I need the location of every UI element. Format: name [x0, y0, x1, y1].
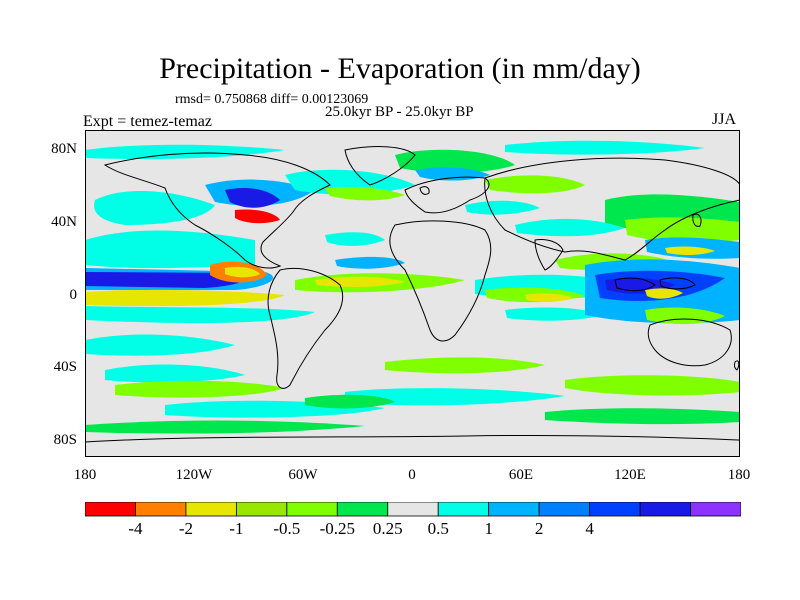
field-blob [645, 307, 725, 325]
field-blob [515, 218, 625, 237]
map-frame [85, 130, 740, 457]
field-blob [665, 246, 715, 256]
coast-antarctica [85, 434, 740, 443]
colorbar-swatch [589, 502, 641, 517]
coast-africa [389, 220, 492, 342]
field-blob [115, 380, 285, 398]
field-blob [85, 230, 255, 269]
colorbar-label: 1 [484, 519, 493, 538]
field-blob [505, 140, 705, 155]
coast-japan [692, 213, 702, 227]
colorbar-swatch [235, 502, 288, 517]
world-map [85, 130, 740, 457]
field-blob [305, 394, 395, 409]
field-blob [105, 364, 245, 383]
coastlines [85, 146, 740, 443]
colorbar-swatch [85, 502, 136, 517]
colorbar-swatch [690, 502, 741, 517]
lat-label: 40S [53, 359, 77, 375]
field-blob [385, 357, 545, 374]
colorbar-label: -4 [128, 519, 143, 538]
lon-label: 120E [614, 467, 646, 483]
stats-line: rmsd= 0.750868 diff= 0.00123069 [175, 92, 369, 107]
colorbar-label: -2 [178, 519, 193, 538]
colorbar-label: 0.5 [427, 519, 449, 538]
field-blob [395, 149, 515, 173]
field-blob [85, 144, 285, 160]
field-blob [645, 288, 683, 299]
coast-europe [404, 176, 490, 214]
coast-se-asia-islands [614, 277, 696, 292]
colorbar [85, 502, 741, 517]
lon-label: 180 [727, 467, 751, 483]
coast-australia [647, 318, 732, 367]
field-blob [335, 256, 405, 269]
field-blob [235, 209, 280, 224]
coast-asia [484, 157, 740, 261]
precip-field-contours [85, 140, 740, 434]
colorbar-swatch [437, 502, 490, 517]
colorbar-label: -0.25 [319, 519, 355, 538]
colorbar-swatch [135, 502, 187, 517]
coast-south-america [267, 267, 344, 389]
field-blob [85, 334, 235, 356]
field-blob [85, 289, 285, 307]
colorbar-swatch [286, 502, 338, 517]
experiment-label: Expt = temez-temaz [83, 113, 212, 130]
field-blob [505, 307, 605, 321]
field-blob [325, 186, 405, 201]
field-blob [525, 293, 573, 303]
field-blob [85, 272, 248, 288]
lat-label: 80N [51, 141, 77, 157]
field-blob [285, 169, 415, 195]
field-blob [315, 276, 405, 287]
coast-india [534, 239, 564, 271]
colorbar-label: 0.25 [372, 519, 403, 538]
colorbar-label: 2 [534, 519, 544, 538]
field-blob [465, 200, 540, 215]
colorbar-label: -0.5 [273, 519, 301, 538]
colorbar-swatch [488, 502, 540, 517]
coast-greenland [344, 146, 416, 186]
coast-uk [419, 186, 430, 195]
field-blob [85, 420, 365, 434]
field-blob [545, 408, 740, 425]
field-blob [625, 217, 740, 243]
colorbar-swatch [185, 502, 237, 517]
field-blob [325, 232, 385, 246]
colorbar-swatch [336, 502, 389, 517]
lat-label: 40N [51, 214, 77, 230]
lat-label: 0 [69, 287, 78, 303]
field-blob [565, 375, 740, 396]
colorbar-swatch [639, 502, 691, 517]
map-title: Precipitation - Evaporation (in mm/day) [159, 52, 641, 85]
field-blob [225, 266, 260, 278]
field-blob [345, 388, 565, 406]
coast-new-zealand [733, 360, 740, 371]
lon-label: 0 [408, 467, 416, 483]
field-blob [225, 188, 280, 208]
lon-label: 60E [508, 467, 534, 483]
coast-north-america [103, 152, 331, 269]
lon-label: 60W [288, 467, 318, 483]
colorbar-swatch [538, 502, 591, 517]
period-label: 25.0kyr BP - 25.0kyr BP [325, 104, 474, 120]
colorbar-label: -1 [229, 519, 244, 538]
lon-label: 120W [175, 467, 213, 483]
field-blob [485, 175, 585, 194]
lon-label: 180 [73, 467, 97, 483]
lat-label: 80S [53, 432, 77, 448]
colorbar-label: 4 [585, 519, 594, 538]
season-label: JJA [712, 111, 737, 128]
field-blob [85, 306, 315, 324]
colorbar-swatch [387, 502, 439, 517]
